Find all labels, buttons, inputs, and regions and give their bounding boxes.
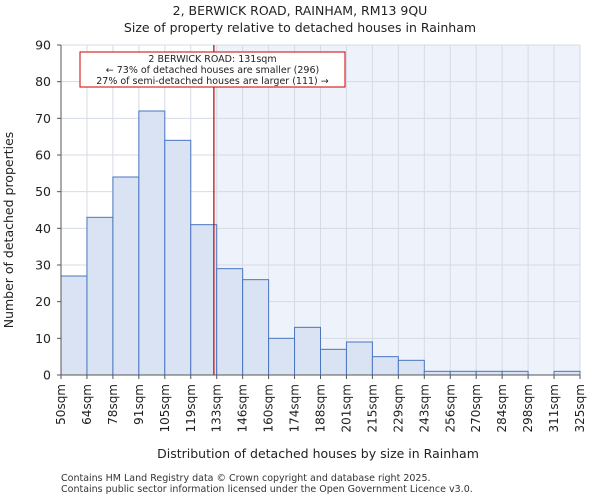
x-tick-label: 160sqm [262, 384, 276, 432]
x-tick-label: 243sqm [417, 384, 431, 432]
larger-region-shade [213, 45, 581, 375]
x-tick-label: 50sqm [54, 384, 68, 425]
chart-title: 2, BERWICK ROAD, RAINHAM, RM13 9QU [173, 3, 428, 18]
annotation-larger: 27% of semi-detached houses are larger (… [96, 76, 329, 87]
bar [449, 370, 477, 376]
bars [60, 110, 581, 376]
bar [294, 326, 321, 376]
x-tick-label: 105sqm [158, 384, 172, 432]
bar [216, 268, 244, 376]
bar [397, 359, 425, 376]
x-tick-label: 215sqm [365, 384, 379, 432]
y-tick-label: 30 [35, 258, 51, 273]
bar [190, 224, 218, 376]
footer-line-2: Contains public sector information licen… [61, 484, 473, 495]
bar [164, 139, 192, 376]
bar [501, 370, 529, 376]
y-tick-label: 40 [35, 221, 51, 236]
x-tick-label: 146sqm [236, 384, 250, 432]
chart-subtitle: Size of property relative to detached ho… [124, 20, 476, 35]
y-tick-label: 20 [35, 294, 51, 309]
bar [112, 176, 140, 376]
x-axis-ticks: 50sqm 64sqm 78sqm 91sqm 105sqm 119sqm 133sqm 14… [54, 375, 587, 432]
annotation-title: 2 BERWICK ROAD: 131sqm [148, 54, 276, 65]
bar [345, 341, 373, 376]
bar [320, 348, 347, 376]
annotation-smaller: ← 73% of detached houses are smaller (29… [106, 65, 319, 76]
y-tick-label: 0 [43, 368, 51, 383]
footer: Contains HM Land Registry data © Crown c… [61, 473, 473, 495]
x-tick-label: 256sqm [443, 384, 457, 432]
y-tick-label: 10 [35, 331, 51, 346]
x-tick-label: 229sqm [391, 384, 405, 432]
y-axis-label: Number of detached properties [1, 132, 16, 329]
y-axis-ticks: 0 10 20 30 40 50 60 70 80 90 [35, 38, 61, 383]
x-tick-label: 133sqm [210, 384, 224, 432]
bar [242, 279, 270, 376]
x-tick-label: 119sqm [184, 384, 198, 432]
x-axis-label: Distribution of detached houses by size … [157, 446, 479, 461]
bar [371, 356, 399, 376]
bar [423, 370, 451, 376]
x-tick-label: 270sqm [469, 384, 483, 432]
bar [475, 370, 503, 376]
footer-line-1: Contains HM Land Registry data © Crown c… [61, 473, 431, 484]
x-tick-label: 325sqm [573, 384, 587, 432]
y-tick-label: 90 [35, 38, 51, 53]
x-tick-label: 201sqm [339, 384, 353, 432]
x-tick-label: 91sqm [132, 384, 146, 425]
bar [268, 337, 296, 376]
x-tick-label: 174sqm [288, 384, 302, 432]
bar [60, 275, 88, 376]
y-tick-label: 70 [35, 111, 51, 126]
bar [86, 216, 114, 376]
y-tick-label: 80 [35, 74, 51, 89]
y-tick-label: 50 [35, 184, 51, 199]
y-tick-label: 60 [35, 148, 51, 163]
annotation-box: 2 BERWICK ROAD: 131sqm ← 73% of detached… [79, 51, 346, 88]
x-tick-label: 78sqm [106, 384, 120, 425]
bar [138, 110, 166, 376]
x-tick-label: 311sqm [547, 384, 561, 432]
x-tick-label: 298sqm [521, 384, 535, 432]
x-tick-label: 188sqm [314, 384, 328, 432]
bar [553, 370, 581, 376]
x-tick-label: 284sqm [495, 384, 509, 432]
annotation-border [79, 51, 346, 88]
x-tick-label: 64sqm [80, 384, 94, 425]
